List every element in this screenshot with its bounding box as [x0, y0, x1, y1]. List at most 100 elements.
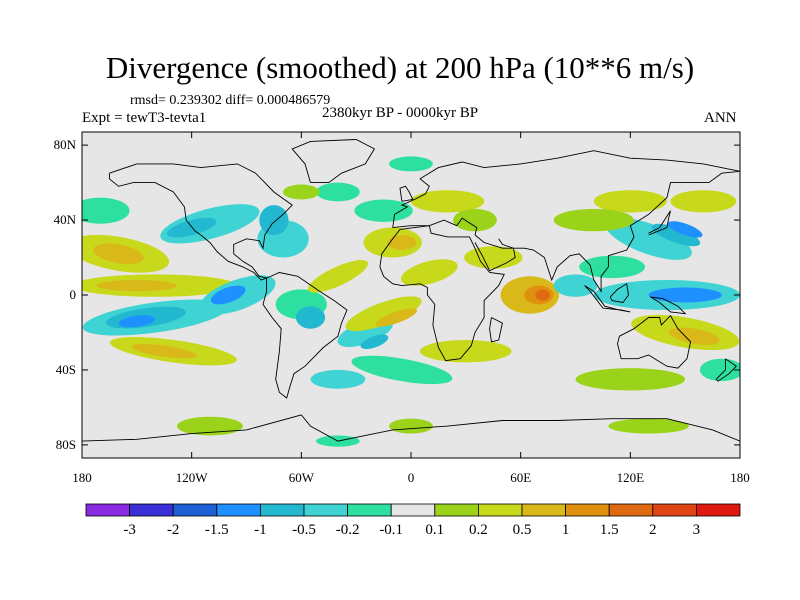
coastline: [399, 185, 414, 202]
colorbar-swatch: [390, 503, 436, 517]
colorbar-label: -0.2: [336, 522, 360, 538]
colorbar-swatch: [129, 503, 174, 517]
field-contour: [648, 287, 722, 303]
colorbar-label: -0.5: [292, 522, 316, 538]
field-contour: [82, 197, 130, 224]
field-contour: [375, 308, 418, 327]
field-contour: [351, 355, 453, 385]
field-contour: [553, 208, 634, 232]
coastline: [474, 238, 516, 272]
field-contour: [283, 184, 320, 200]
lon-tick-label: 180: [730, 470, 750, 485]
field-contour: [411, 190, 485, 213]
field-contour: [608, 418, 689, 434]
colorbar-swatch: [652, 503, 697, 517]
colorbar-label: 0.1: [425, 522, 444, 538]
field-contour: [605, 217, 692, 260]
colorbar-label: 0.2: [469, 522, 488, 538]
field-contour: [651, 223, 701, 247]
coastline: [584, 285, 631, 313]
field-contour: [210, 285, 246, 305]
field-contour: [93, 243, 144, 265]
colorbar-label: -3: [123, 522, 136, 538]
field-contour: [400, 259, 458, 286]
lon-tick-label: 60E: [510, 470, 531, 485]
field-contour: [166, 217, 217, 238]
coastline: [648, 210, 671, 236]
coastline: [392, 150, 740, 228]
field-contour: [360, 334, 389, 350]
field-contour: [387, 235, 417, 250]
colorbar-label: 2: [649, 522, 657, 538]
field-contour: [131, 344, 197, 359]
lon-tick-label: 60W: [289, 470, 315, 485]
field-contour: [354, 199, 413, 222]
lon-tick-label: 180: [72, 470, 92, 485]
coastline: [392, 217, 478, 236]
colorbar-label: 0.5: [513, 522, 532, 538]
colorbar-swatch: [608, 503, 654, 517]
coastline: [489, 317, 503, 343]
field-contour: [593, 190, 667, 213]
field-contour: [389, 418, 433, 434]
field-contour: [345, 296, 422, 332]
lat-tick-label: 40S: [56, 362, 76, 377]
coastlines: [82, 139, 740, 442]
plot-title: Divergence (smoothed) at 200 hPa (10**6 …: [105, 50, 695, 85]
coastline: [291, 139, 376, 184]
colorbar-swatch: [216, 503, 261, 517]
experiment-label: Expt = tewT3-tevta1: [82, 110, 207, 126]
field-contour: [667, 221, 703, 238]
field-contour: [259, 205, 289, 236]
period-label: 2380kyr BP - 0000kyr BP: [322, 105, 479, 121]
lat-tick-label: 80N: [54, 137, 77, 152]
field-contour: [118, 315, 155, 328]
lon-tick-label: 120W: [176, 470, 209, 485]
colorbar-swatch: [347, 503, 392, 517]
field-contour: [389, 156, 433, 172]
map-area: [82, 132, 740, 458]
coastline: [609, 283, 629, 303]
colorbar-swatch: [85, 503, 130, 517]
field-contour: [177, 416, 243, 436]
colorbar-swatch: [172, 503, 218, 517]
season-label: ANN: [704, 110, 737, 126]
lon-tick-label: 0: [408, 470, 415, 485]
coastline: [650, 296, 687, 315]
coastline: [474, 170, 740, 293]
colorbar-label: -2: [167, 522, 180, 538]
coastline: [262, 272, 348, 399]
divergence-field: [82, 156, 740, 447]
colorbar-label: -1: [254, 522, 267, 538]
colorbar-label: 3: [693, 522, 701, 538]
axis-ticks: 80N 40N 0 40S 80S 180 120W 60W 0 60E 120E 180: [54, 132, 750, 485]
coastline: [82, 414, 740, 442]
stats-line: rmsd= 0.239302 diff= 0.000486579: [130, 93, 331, 108]
field-contour: [307, 259, 368, 293]
lat-tick-label: 80S: [56, 437, 76, 452]
field-contour: [575, 368, 686, 391]
colorbar-label: 1.5: [600, 522, 619, 538]
colorbar-swatch: [303, 503, 348, 517]
lat-tick-label: 40N: [54, 212, 77, 227]
field-contour: [553, 274, 598, 297]
coastline: [617, 314, 692, 369]
field-contour: [316, 182, 360, 202]
field-contour: [699, 358, 740, 382]
colorbar-label: -0.1: [379, 522, 403, 538]
coastline: [379, 225, 505, 362]
field-contour: [420, 340, 512, 363]
colorbar-swatch: [521, 503, 566, 517]
field-contour: [310, 369, 366, 389]
field-contour: [535, 289, 550, 301]
colorbar-swatch: [434, 503, 479, 517]
field-contour: [453, 208, 497, 232]
colorbar-swatch: [477, 503, 523, 517]
field-contour: [464, 246, 523, 269]
colorbar-swatch: [565, 503, 610, 517]
field-contour: [669, 327, 720, 345]
lon-tick-label: 120E: [617, 470, 645, 485]
coastline: [715, 358, 737, 382]
colorbar: -3 -2 -1.5 -1 -0.5 -0.2 -0.1 0.1 0.2 0.5 1 1.5 2 3: [85, 503, 741, 538]
